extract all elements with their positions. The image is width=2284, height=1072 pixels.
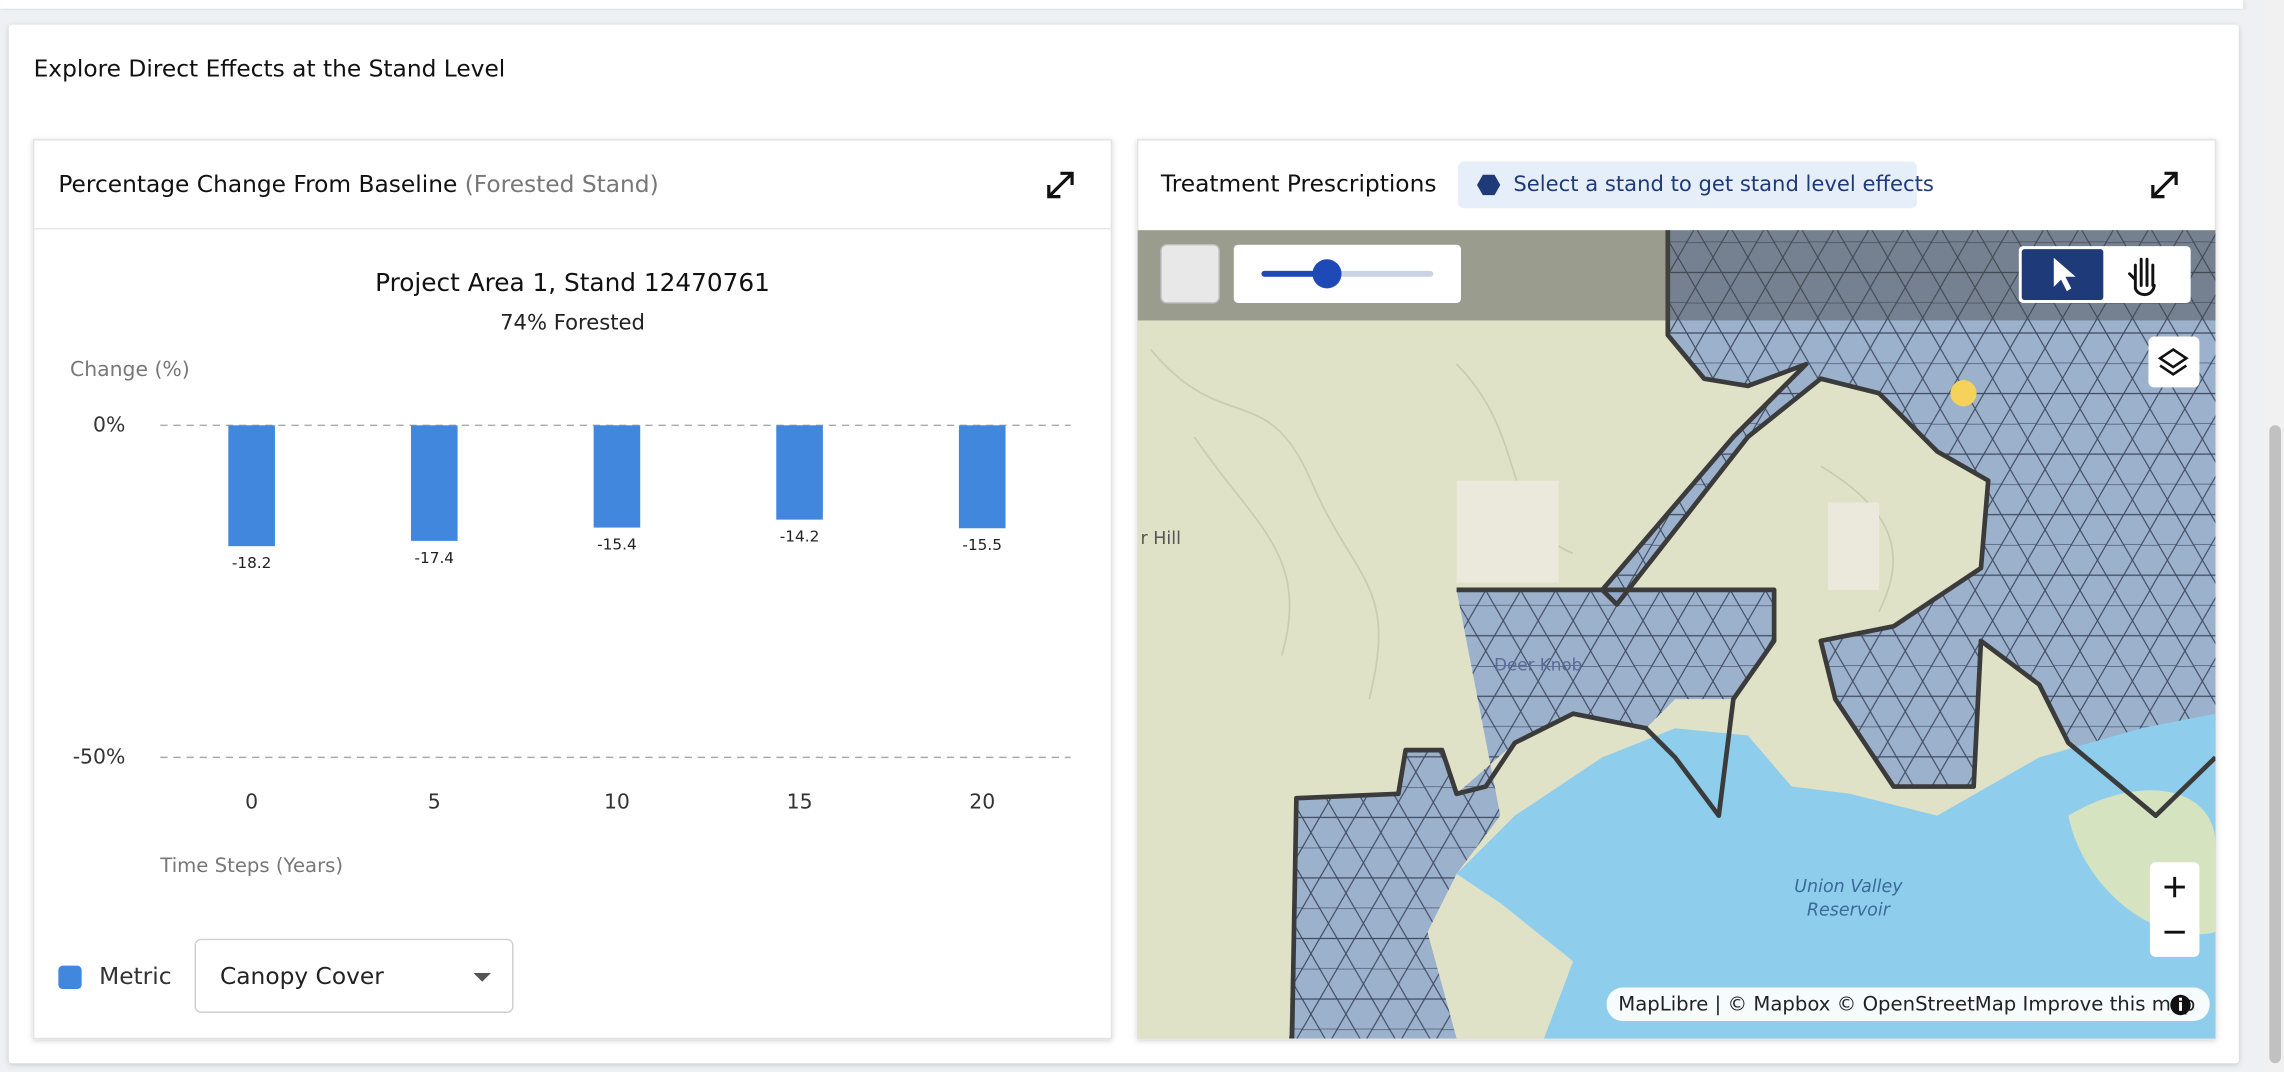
info-icon-dot <box>2179 997 2182 1001</box>
reservoir <box>1456 713 2216 1039</box>
legend-swatch <box>58 965 82 989</box>
layers-button[interactable] <box>2148 336 2200 388</box>
zoom-control <box>2149 862 2200 957</box>
place-label: Deer Knob <box>1494 655 1582 675</box>
panel-title-main: Percentage Change From Baseline <box>58 170 457 197</box>
pan-mode-button[interactable] <box>2128 257 2156 297</box>
clearing <box>1456 480 1559 583</box>
hint-text: Select a stand to get stand level effect… <box>1513 171 1933 196</box>
x-tick-label: 15 <box>787 790 813 814</box>
hint-badge <box>1458 161 1917 209</box>
metric-select[interactable] <box>194 938 514 1014</box>
expand-button[interactable] <box>1047 171 1074 199</box>
clearing <box>1828 502 1879 590</box>
data-label: -18.2 <box>232 554 272 572</box>
y-tick-label: 0% <box>93 412 125 436</box>
contours <box>1150 349 2215 962</box>
attribution[interactable]: MapLibre | © Mapbox © OpenStreetMap Impr… <box>1618 993 2195 1016</box>
x-tick-label: 5 <box>428 790 441 814</box>
data-label: -17.4 <box>415 549 455 567</box>
legend-label: Metric <box>99 963 171 990</box>
x-tick-label: 10 <box>604 790 630 814</box>
panel-title-note: (Forested Stand) <box>465 170 659 197</box>
data-label: -15.5 <box>962 536 1002 554</box>
attribution-box <box>1606 987 2210 1022</box>
slider-thumb[interactable] <box>1312 259 1342 289</box>
map-panel: Treatment Prescriptions Select a stand t… <box>1136 139 2217 1040</box>
hint-icon <box>1477 174 1501 196</box>
metric-select-value: Canopy Cover <box>220 963 384 990</box>
chart-panel: Percentage Change From Baseline (Foreste… <box>32 139 1113 1040</box>
place-label: r Hill <box>1141 529 1181 549</box>
y-axis-label: Change (%) <box>70 357 190 381</box>
dropdown-arrow <box>473 972 491 982</box>
bar <box>228 425 275 547</box>
selected-stand <box>1950 380 1977 407</box>
x-tick-label: 20 <box>969 790 995 814</box>
stand-hexes <box>1289 230 2216 1039</box>
bar <box>958 425 1006 529</box>
chart-title: Project Area 1, Stand 12470761 <box>375 268 770 297</box>
x-tick-label: 0 <box>245 790 258 814</box>
place-label: Reservoir <box>1807 900 1892 920</box>
map[interactable]: r Hill Deer Knob Union Valley Reservoir … <box>1137 230 2216 1039</box>
panel-title: Treatment Prescriptions <box>1160 170 1437 197</box>
bar <box>410 425 458 541</box>
data-label: -15.4 <box>597 536 637 554</box>
previous-card <box>0 0 2244 9</box>
panel <box>32 139 1113 1040</box>
expand-button[interactable] <box>2151 171 2178 199</box>
scrollbar-thumb[interactable] <box>2269 425 2281 1064</box>
panel-title: Percentage Change From Baseline (Foreste… <box>58 170 658 197</box>
bar <box>593 425 641 528</box>
x-axis-label: Time Steps (Years) <box>159 854 343 877</box>
zoom-in[interactable] <box>2164 876 2185 898</box>
chart-subtitle: 74% Forested <box>500 309 645 334</box>
project-boundary <box>1289 230 2216 1039</box>
place-label: Union Valley <box>1794 877 1903 897</box>
basemap-button[interactable] <box>1160 243 1220 304</box>
layers-icon <box>2157 347 2189 376</box>
data-label: -14.2 <box>780 528 820 546</box>
y-tick-label: -50% <box>73 744 126 768</box>
section-title: Explore Direct Effects at the Stand Leve… <box>34 55 506 82</box>
info-icon-stem <box>2179 1002 2182 1011</box>
bar <box>776 425 823 520</box>
cursor-icon <box>2053 257 2076 292</box>
